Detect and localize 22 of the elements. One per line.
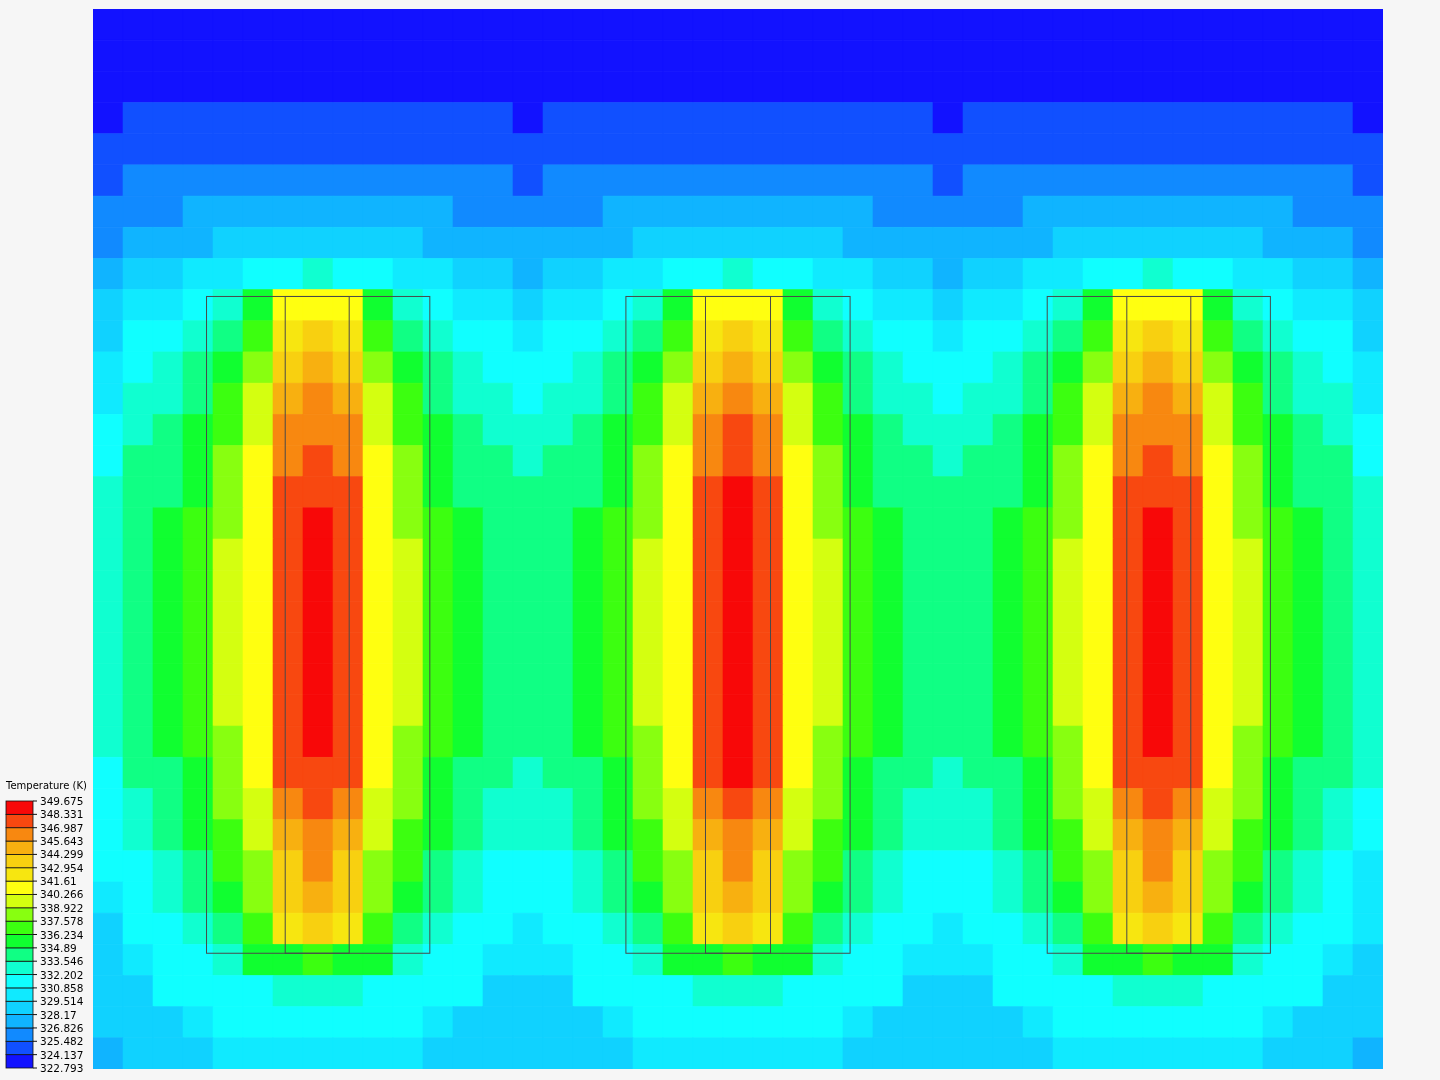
color-bar-label: 344.299 [40, 848, 84, 861]
color-bar-label: 328.17 [40, 1008, 77, 1021]
color-bar-label: 342.954 [40, 861, 84, 874]
color-bar-label: 324.137 [40, 1048, 84, 1061]
color-bar-label: 348.331 [40, 808, 84, 821]
color-bar-label: 326.826 [40, 1021, 84, 1034]
color-bar-label: 341.61 [40, 875, 77, 888]
color-bar-label: 330.858 [40, 981, 84, 994]
color-bar-label: 329.514 [40, 995, 84, 1008]
color-bar-label: 333.546 [40, 955, 84, 968]
color-bar-label: 338.922 [40, 901, 84, 914]
color-bar-label: 340.266 [40, 888, 84, 901]
color-bar-label: 322.793 [40, 1062, 84, 1074]
color-bar-label: 332.202 [40, 968, 84, 981]
color-bar-label: 325.482 [40, 1035, 84, 1048]
color-bar-label: 334.89 [40, 941, 77, 954]
color-bar-title: Temperature (K) [5, 779, 87, 791]
color-bar-label: 346.987 [40, 821, 84, 834]
color-bar-label: 345.643 [40, 835, 84, 848]
color-bar-label: 349.675 [40, 795, 84, 807]
color-bar-label: 337.578 [40, 915, 84, 928]
color-bar-label: 336.234 [40, 928, 84, 941]
